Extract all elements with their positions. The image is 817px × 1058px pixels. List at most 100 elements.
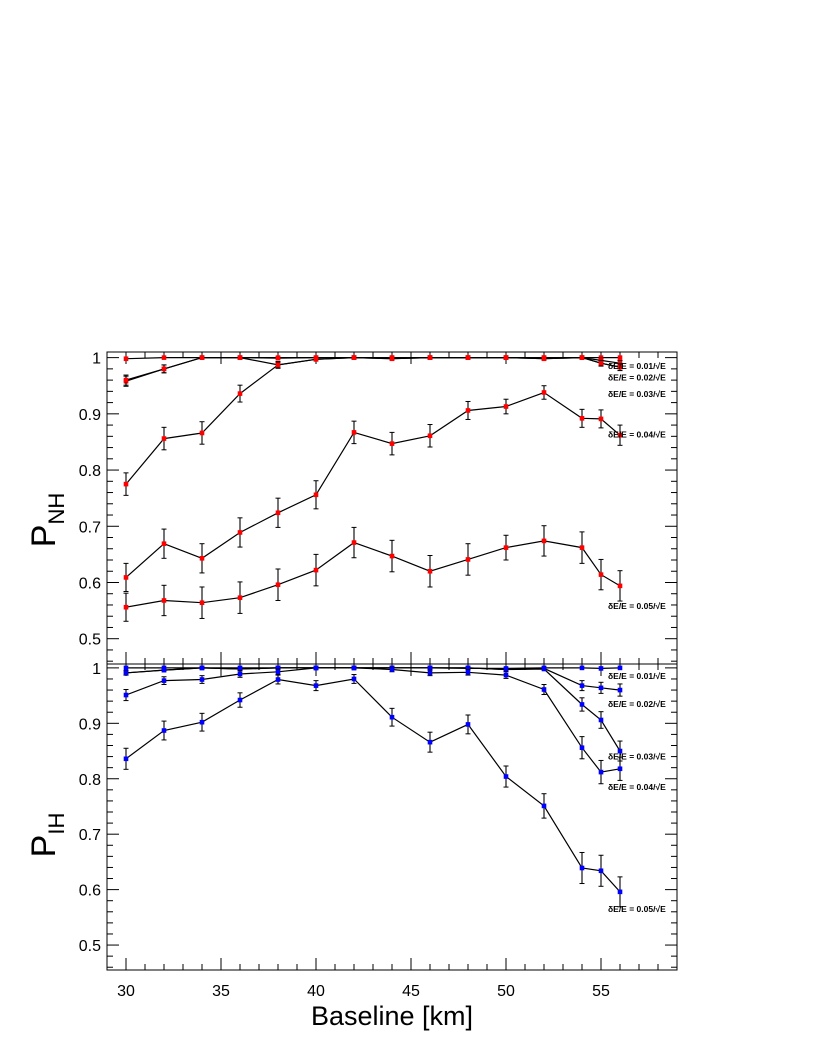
data-point — [275, 669, 281, 675]
data-point — [313, 357, 319, 362]
series-label: δE/E = 0.04/√E — [608, 782, 666, 792]
y-tick-label: 0.5 — [79, 632, 101, 649]
data-point — [598, 769, 604, 775]
data-point — [275, 362, 281, 368]
data-point — [427, 665, 433, 671]
data-point — [313, 567, 319, 573]
y-tick-label: 0.9 — [79, 716, 101, 733]
data-point — [598, 868, 604, 874]
data-point — [579, 355, 585, 360]
data-point — [275, 510, 281, 516]
data-point — [503, 404, 509, 409]
data-point — [123, 692, 129, 698]
y-tick-label: 0.8 — [79, 772, 101, 789]
data-point — [465, 557, 471, 562]
data-point — [465, 665, 471, 671]
data-point — [199, 665, 205, 671]
y-tick-label: 0.8 — [79, 463, 101, 480]
series-5 — [123, 385, 623, 592]
data-point — [161, 728, 167, 733]
data-point — [617, 432, 623, 438]
data-point — [237, 391, 243, 396]
x-tick-label: 55 — [592, 983, 610, 1000]
data-point — [579, 745, 585, 751]
x-tick-label: 50 — [497, 983, 515, 1000]
series-label: δE/E = 0.01/√E — [608, 361, 666, 371]
data-point — [465, 408, 471, 413]
data-point — [123, 670, 129, 676]
data-point — [389, 553, 395, 559]
data-point — [579, 665, 585, 671]
data-point — [465, 722, 471, 727]
data-point — [161, 366, 167, 372]
data-point — [617, 665, 623, 671]
data-point — [123, 604, 129, 610]
data-point — [617, 583, 623, 589]
data-point — [503, 355, 509, 360]
data-point — [313, 665, 319, 671]
data-point — [199, 355, 205, 360]
data-point — [503, 774, 509, 779]
data-point — [617, 687, 623, 693]
data-point — [275, 665, 281, 671]
data-point — [617, 364, 623, 370]
data-point — [617, 355, 623, 360]
y-tick-label: 0.7 — [79, 519, 101, 536]
x-tick-label: 30 — [117, 983, 135, 1000]
data-point — [427, 433, 433, 439]
series-line — [125, 540, 621, 608]
series-label: δE/E = 0.05/√E — [608, 601, 666, 611]
data-point — [541, 803, 547, 809]
data-point — [579, 683, 585, 688]
data-point — [351, 665, 357, 671]
data-point — [598, 355, 604, 360]
data-point — [503, 545, 509, 550]
data-point — [199, 556, 205, 561]
data-point — [199, 600, 205, 606]
x-tick-label: 45 — [402, 983, 420, 1000]
data-point — [598, 360, 604, 366]
data-point — [351, 540, 357, 545]
data-point — [427, 355, 433, 360]
data-point — [541, 687, 547, 692]
panel-top-nh: 0.50.60.70.80.91 δE/E = 0.01/√EδE/E = 0.0… — [25, 351, 678, 665]
data-point — [237, 530, 243, 535]
data-point — [351, 430, 357, 435]
series-label: δE/E = 0.01/√E — [608, 671, 666, 681]
series-2 — [123, 665, 623, 697]
y-tick-label: 0.9 — [79, 407, 101, 424]
y-tick-label: 1 — [92, 661, 101, 678]
data-point — [237, 595, 243, 600]
data-point — [161, 678, 167, 683]
series-label: δE/E = 0.02/√E — [608, 372, 666, 382]
series-line — [125, 678, 621, 893]
series-label: δE/E = 0.04/√E — [608, 430, 666, 440]
series-4 — [123, 355, 623, 496]
data-point — [161, 355, 167, 360]
x-tick-label: 40 — [307, 983, 325, 1000]
data-point — [199, 719, 205, 725]
data-point — [541, 538, 547, 544]
data-point — [389, 441, 395, 446]
series-label: δE/E = 0.05/√E — [608, 904, 666, 914]
series-line — [125, 356, 621, 485]
data-point — [123, 356, 129, 362]
plot-frame — [106, 351, 678, 665]
data-point — [275, 582, 281, 588]
data-point — [313, 492, 319, 498]
data-point — [389, 667, 395, 672]
y-axis-label: PNH — [25, 493, 69, 547]
data-point — [237, 671, 243, 677]
data-point — [161, 436, 167, 441]
data-point — [237, 355, 243, 360]
data-point — [389, 714, 395, 720]
data-point — [598, 416, 604, 422]
data-point — [465, 355, 471, 360]
series-6 — [123, 525, 623, 622]
data-point — [617, 889, 623, 895]
data-point — [598, 572, 604, 577]
data-point — [541, 356, 547, 362]
y-tick-label: 0.5 — [79, 938, 101, 955]
data-point — [123, 756, 129, 762]
data-point — [427, 670, 433, 676]
